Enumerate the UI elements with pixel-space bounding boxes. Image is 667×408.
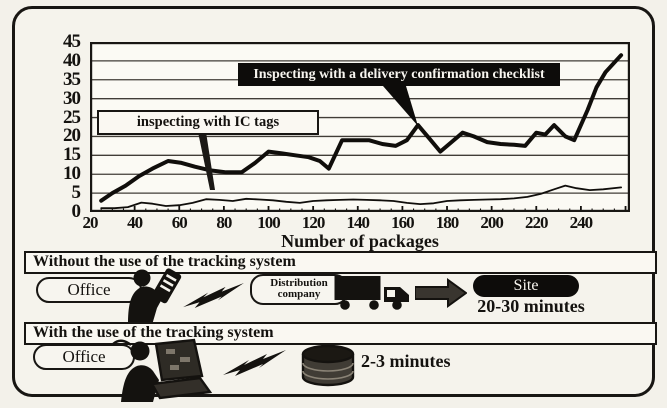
x-tick-label: 40 (127, 213, 143, 232)
without-duration: 20-30 minutes (477, 296, 585, 316)
x-tick-label: 240 (569, 213, 594, 232)
y-tick-label: 0 (71, 201, 82, 222)
distribution-label-line2: company (277, 288, 321, 300)
office-pill: Office (33, 344, 135, 370)
checklist-callout-pointer (383, 86, 418, 126)
distribution-company-pill: Distribution company (250, 274, 348, 305)
distribution-label-line1: Distribution (270, 277, 328, 289)
flow-without-banner: Without the use of the tracking system (24, 251, 657, 274)
y-tick-label: 40 (63, 49, 81, 71)
y-tick-label: 25 (63, 106, 81, 128)
y-tick-label: 10 (63, 163, 81, 185)
series-line-checklist (99, 53, 624, 203)
x-tick-label: 160 (391, 213, 415, 232)
y-tick-label: 45 (63, 31, 81, 52)
person-with-phone-icon (122, 268, 184, 325)
office-pill: Office (36, 277, 142, 303)
person-at-laptop-icon (112, 337, 212, 402)
x-tick-label: 200 (480, 213, 504, 232)
x-tick-label: 140 (346, 213, 371, 232)
x-tick-label: 220 (525, 213, 549, 232)
x-tick-label: 100 (257, 213, 281, 232)
x-tick-label: 20 (82, 213, 99, 232)
ictags-callout-pointer (198, 132, 215, 190)
ictags-series-label: inspecting with IC tags (97, 110, 319, 135)
site-oval: Site (473, 275, 579, 297)
y-tick-label: 30 (63, 87, 81, 109)
y-tick-label: 5 (71, 182, 82, 204)
x-tick-label: 120 (301, 213, 326, 232)
plot-border (90, 42, 630, 212)
y-tick-label: 15 (63, 144, 81, 166)
checklist-series-label: Inspecting with a delivery confirmation … (238, 63, 560, 86)
x-axis-title: Number of packages (281, 231, 439, 251)
y-tick-label: 35 (63, 68, 81, 90)
block-arrow-icon (415, 278, 467, 308)
x-tick-label: 180 (435, 213, 460, 232)
series-line-ic-tags (100, 184, 622, 210)
flow-with-banner: With the use of the tracking system (24, 322, 657, 345)
with-duration: 2-3 minutes (361, 351, 451, 371)
lightning-icon (183, 282, 245, 309)
y-tick-label: 20 (63, 125, 81, 147)
database-cylinder-icon (300, 344, 356, 388)
x-tick-label: 60 (171, 213, 188, 232)
x-tick-label: 80 (216, 213, 232, 232)
lightning-icon (215, 349, 295, 377)
truck-icon (334, 274, 410, 311)
